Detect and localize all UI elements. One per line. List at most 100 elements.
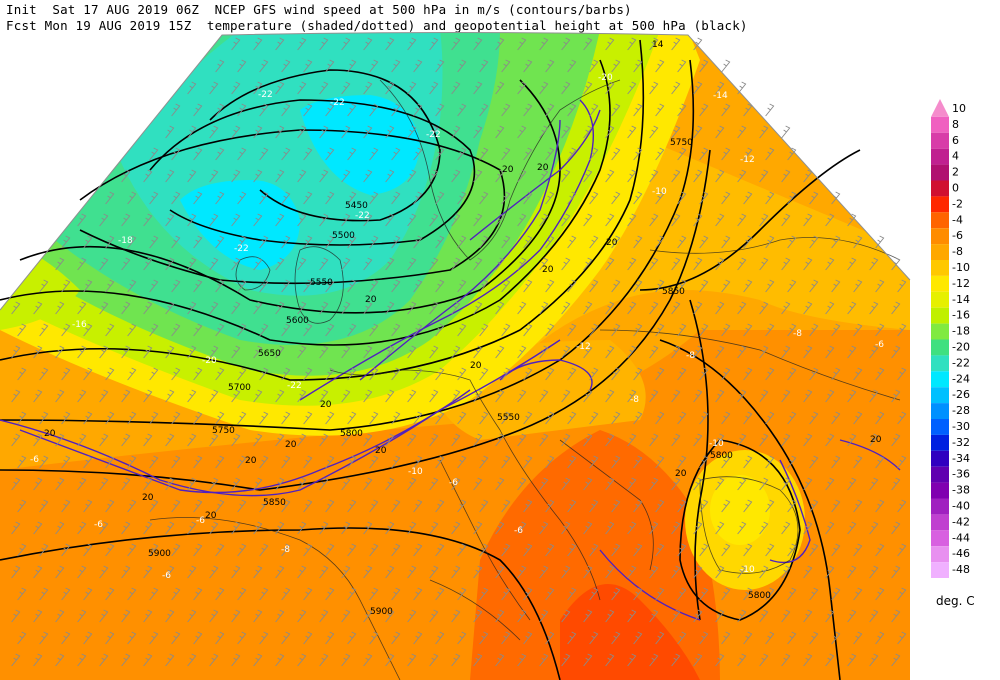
wind-barb	[407, 477, 417, 491]
wind-barb	[539, 301, 549, 315]
wind-barb	[127, 631, 137, 645]
wind-barb	[495, 81, 505, 95]
wind-barb	[853, 367, 863, 381]
wind-barb	[171, 411, 181, 425]
wind-barb	[391, 587, 401, 601]
wind-barb	[33, 521, 43, 535]
wind-barb	[391, 191, 401, 205]
wind-barb	[61, 455, 71, 469]
colorbar-swatch	[931, 562, 949, 578]
temp-label: -22	[330, 98, 345, 108]
wind-barb	[303, 367, 313, 381]
wind-barb	[215, 631, 225, 645]
wind-barb	[187, 301, 197, 315]
wind-barb	[325, 191, 335, 205]
wind-barb	[385, 169, 395, 183]
wind-barb	[275, 521, 285, 535]
wind-barb	[237, 235, 247, 249]
wind-barb	[715, 257, 725, 271]
wind-barb	[677, 279, 687, 293]
wind-barb	[281, 499, 291, 513]
wind-barb	[875, 411, 885, 425]
wind-barb	[231, 301, 241, 315]
wind-barb	[627, 257, 637, 271]
wind-barb	[561, 37, 571, 51]
wind-barb	[385, 609, 395, 623]
wind-barb	[325, 631, 335, 645]
temp-label: -10	[408, 467, 423, 477]
wind-barb	[413, 235, 423, 249]
wind-barb	[611, 147, 621, 161]
wind-barb	[259, 631, 269, 645]
colorbar-swatch	[931, 323, 949, 340]
wind-barb	[171, 631, 181, 645]
wind-barb	[429, 37, 439, 51]
wind-barb	[143, 433, 153, 447]
wind-barb	[627, 609, 637, 623]
wind-barb	[803, 213, 813, 227]
wind-barb	[451, 257, 461, 271]
wind-barb	[193, 631, 203, 645]
wind-barb	[561, 389, 571, 403]
wind-barb	[655, 587, 665, 601]
wind-barb	[391, 543, 401, 557]
wind-barb	[737, 169, 747, 183]
wind-barb	[561, 301, 571, 315]
height-label: 5600	[286, 316, 309, 326]
colorbar-swatch	[931, 355, 949, 372]
wind-barb	[215, 235, 225, 249]
wind-barb	[517, 37, 527, 51]
wind-barb	[83, 235, 93, 249]
wind-barb	[869, 521, 879, 535]
wind-barb	[143, 301, 153, 315]
wind-barb	[897, 323, 907, 337]
wind-barb	[831, 411, 841, 425]
wind-barb	[825, 389, 835, 403]
wind-barb	[171, 147, 181, 161]
wind-barb	[765, 191, 775, 205]
wind-barb	[413, 631, 423, 645]
wind-barb	[781, 213, 791, 227]
wind-barb	[121, 521, 131, 535]
wind-barb	[677, 631, 687, 645]
wind-barb	[605, 125, 615, 139]
wind-barb	[787, 367, 797, 381]
colorbar-label: 8	[952, 118, 959, 131]
wind-barb	[611, 455, 621, 469]
wind-barb	[545, 191, 555, 205]
wind-barb	[429, 565, 439, 579]
wind-barb	[209, 301, 219, 315]
wind-barb	[435, 631, 445, 645]
wind-barb	[407, 609, 417, 623]
wind-barb	[209, 169, 219, 183]
colorbar-unit: deg. C	[936, 594, 975, 608]
wind-barb	[209, 345, 219, 359]
wind-barb	[407, 433, 417, 447]
wind-barb	[633, 59, 643, 73]
wind-barb	[847, 257, 857, 271]
wind-barb	[803, 477, 813, 491]
wind-barb	[171, 279, 181, 293]
wind-barb	[347, 103, 357, 117]
wind-barb	[897, 411, 907, 425]
wind-barb	[99, 301, 109, 315]
wind-barb	[347, 191, 357, 205]
wind-barb	[275, 169, 285, 183]
wind-barb	[231, 389, 241, 403]
wind-barb	[759, 389, 769, 403]
wind-barb	[121, 433, 131, 447]
wind-barb	[83, 411, 93, 425]
wind-barb	[897, 367, 907, 381]
wind-barb	[677, 235, 687, 249]
wind-barb	[253, 345, 263, 359]
wind-barb	[677, 59, 687, 73]
wind-barb	[655, 103, 665, 117]
wind-barb	[825, 521, 835, 535]
wind-barb	[495, 653, 505, 667]
wind-barb	[457, 411, 467, 425]
wind-barb	[539, 81, 549, 95]
wind-barb	[539, 565, 549, 579]
wind-barb	[369, 631, 379, 645]
wind-barb	[187, 81, 197, 95]
wind-barb	[495, 301, 505, 315]
